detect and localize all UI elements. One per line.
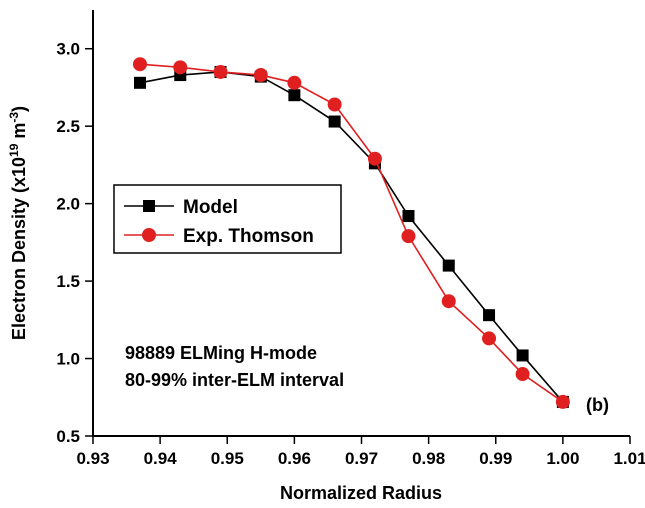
y-tick-label: 1.5 (56, 272, 80, 291)
legend-marker-thomson (142, 228, 156, 242)
point-model (402, 210, 415, 223)
y-axis-title-sup-exp: 19 (7, 143, 21, 157)
series-layer (132, 57, 570, 409)
point-thomson (132, 57, 147, 72)
point-thomson (213, 64, 228, 79)
x-tick-label: 0.99 (479, 449, 512, 468)
panel-label: (b) (586, 395, 609, 415)
legend-marker-model (143, 200, 155, 212)
y-tick-label: 2.5 (56, 117, 80, 136)
y-tick-label: 3.0 (56, 40, 80, 59)
point-thomson (173, 60, 188, 75)
y-tick-label: 0.5 (56, 427, 80, 446)
x-tick-label: 1.00 (546, 449, 579, 468)
point-thomson (401, 229, 416, 244)
point-model (288, 89, 301, 102)
point-model (483, 309, 496, 322)
legend-label-model: Model (183, 197, 238, 218)
point-model (133, 76, 146, 89)
x-tick-label: 1.01 (613, 449, 645, 468)
y-ticks: 0.5 1.0 1.5 2.0 2.5 3.0 (56, 40, 93, 446)
y-axis-title: Electron Density (x1019 m-3) (7, 106, 29, 340)
x-ticks: 0.93 0.94 0.95 0.96 0.97 0.98 0.99 1.00 1.01 (76, 436, 645, 468)
x-tick-label: 0.95 (211, 449, 244, 468)
point-model (516, 349, 529, 362)
point-thomson (367, 151, 382, 166)
x-tick-label: 0.96 (278, 449, 311, 468)
point-thomson (253, 68, 268, 83)
point-thomson (515, 367, 530, 382)
point-thomson (555, 394, 570, 409)
point-thomson (441, 294, 456, 309)
annotation-interval: 80-99% inter-ELM interval (125, 370, 344, 390)
point-thomson (482, 331, 497, 346)
legend-box (113, 184, 342, 254)
y-tick-label: 1.0 (56, 350, 80, 369)
point-model (442, 259, 455, 272)
y-tick-label: 2.0 (56, 195, 80, 214)
x-tick-label: 0.94 (144, 449, 178, 468)
point-model (328, 115, 341, 128)
annotation-shot: 98889 ELMing H-mode (125, 343, 317, 363)
x-tick-label: 0.93 (76, 449, 109, 468)
y-axis-title-sup-unit: -3 (7, 112, 21, 123)
point-thomson (287, 75, 302, 90)
legend-label-thomson: Exp. Thomson (183, 226, 314, 247)
x-axis-title: Normalized Radius (280, 483, 442, 503)
x-tick-label: 0.97 (345, 449, 378, 468)
legend: Model Exp. Thomson (113, 184, 342, 254)
x-tick-label: 0.98 (412, 449, 445, 468)
point-thomson (327, 97, 342, 112)
